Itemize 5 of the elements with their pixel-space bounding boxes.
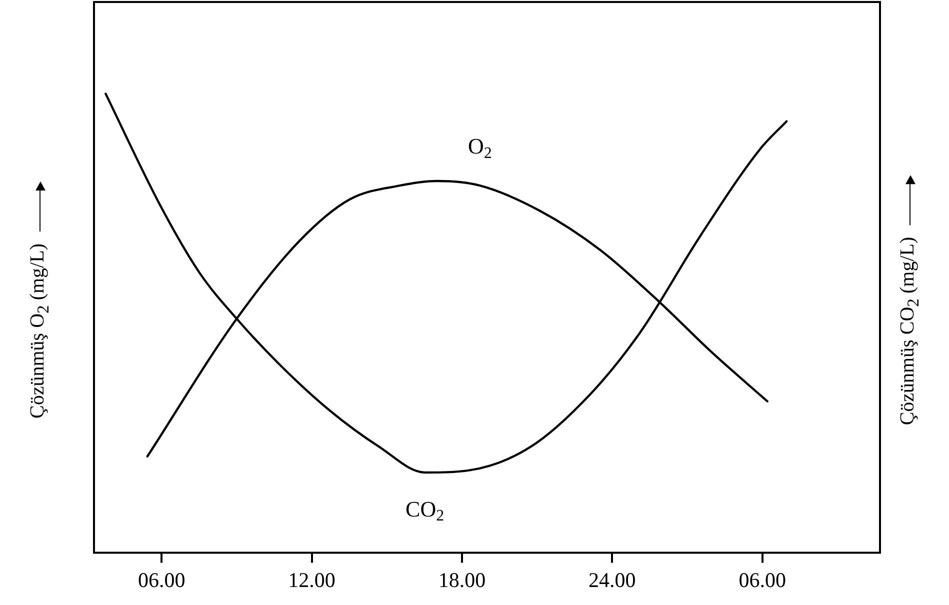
x-tick-label: 06.00 [738, 568, 786, 592]
x-tick-label: 24.00 [588, 568, 636, 592]
x-tick-label: 06.00 [138, 568, 186, 592]
x-tick-label: 18.00 [438, 568, 486, 592]
x-tick-label: 12.00 [288, 568, 336, 592]
